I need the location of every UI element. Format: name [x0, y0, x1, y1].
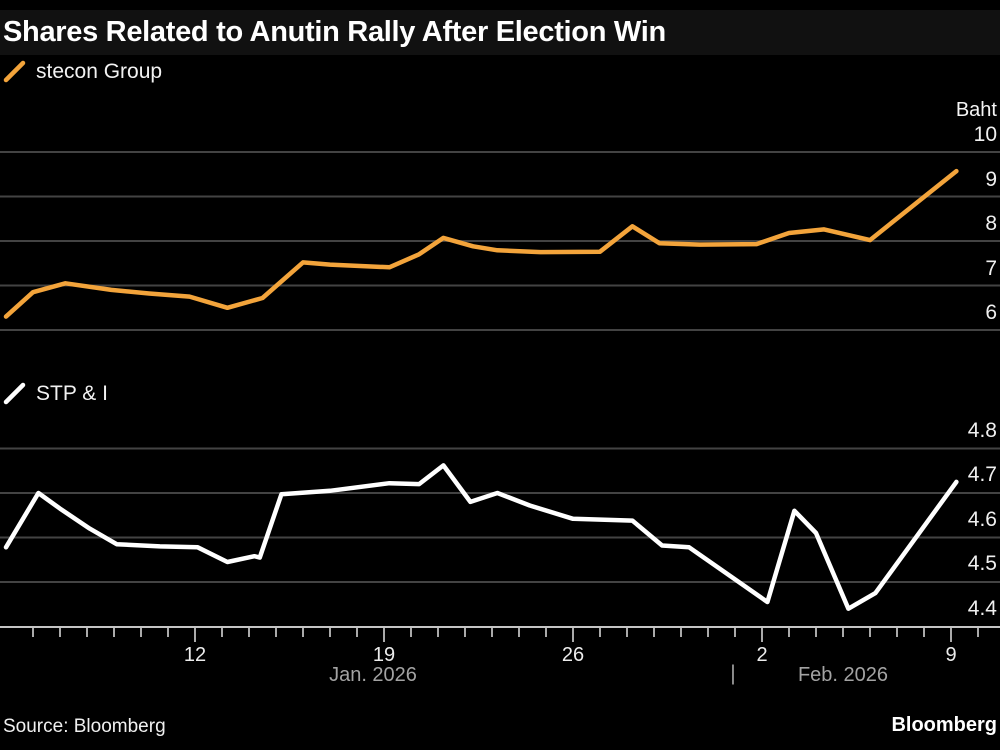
- y-axis-unit-label: Baht: [955, 99, 997, 121]
- chart-title: Shares Related to Anutin Rally After Ele…: [3, 16, 666, 48]
- legend-stecon-label: stecon Group: [36, 60, 163, 83]
- y-tick-label: 4.6: [967, 507, 997, 531]
- stecon-line-series: [3, 168, 959, 319]
- y-tick-label: 6: [985, 301, 997, 324]
- x-axis-month-feb: Feb. 2026: [797, 664, 889, 686]
- orange-line-legend-icon: [3, 60, 26, 83]
- title-band: Shares Related to Anutin Rally After Ele…: [0, 10, 1000, 55]
- white-line-legend-icon: [3, 382, 26, 405]
- y-tick-label: 4.7: [967, 463, 997, 486]
- x-tick-label: 26: [561, 644, 585, 666]
- x-tick-label: 19: [372, 644, 396, 666]
- x-axis-month-jan: Jan. 2026: [329, 664, 417, 686]
- source-attribution: Source: Bloomberg: [3, 716, 166, 737]
- x-tick-label: 2: [756, 644, 768, 666]
- y-tick-label: 4.4: [967, 596, 997, 620]
- legend-stp-label: STP & I: [36, 382, 108, 405]
- y-tick-label: 8: [985, 212, 997, 235]
- y-tick-label: 9: [985, 167, 997, 191]
- y-tick-label: 10: [973, 123, 997, 146]
- y-tick-label: 4.8: [967, 418, 997, 442]
- stp-line-series: [3, 463, 959, 611]
- x-tick-label: 9: [945, 644, 957, 666]
- bloomberg-logo: Bloomberg: [891, 714, 997, 736]
- y-tick-label: 7: [985, 256, 997, 280]
- y-tick-label: 4.5: [967, 552, 997, 575]
- legend-stp: STP & I: [3, 382, 108, 406]
- x-axis-month-separator: |: [730, 662, 736, 685]
- x-tick-label: 12: [183, 644, 207, 666]
- legend-stecon: stecon Group: [3, 60, 162, 84]
